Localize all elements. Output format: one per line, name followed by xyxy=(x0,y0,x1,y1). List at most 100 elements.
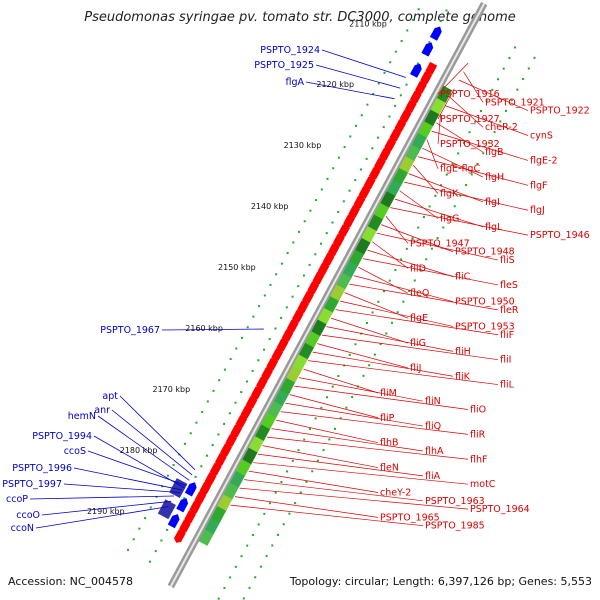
kbp-label: 2160 kbp xyxy=(185,324,223,333)
track-dot xyxy=(155,495,158,498)
track-dot xyxy=(154,550,157,553)
track-dot xyxy=(508,57,511,60)
red-leader xyxy=(308,360,499,385)
track-dot xyxy=(251,534,254,537)
map-title: Pseudomonas syringae pv. tomato str. DC3… xyxy=(84,10,516,25)
label-leaders xyxy=(29,49,529,529)
track-dot xyxy=(183,497,186,500)
red-leader xyxy=(312,351,454,377)
track-dot xyxy=(359,168,362,171)
gene-block xyxy=(392,167,409,185)
track-dot xyxy=(229,358,232,361)
track-dot xyxy=(149,506,152,509)
track-dot xyxy=(337,156,340,159)
gene-label-red: PSPTO_1916 xyxy=(440,89,500,100)
track-dot xyxy=(274,491,277,494)
red-leader xyxy=(422,147,484,178)
track-dot xyxy=(248,586,251,589)
track-dot xyxy=(268,338,271,341)
track-dot xyxy=(201,411,204,414)
gene-label-red: fliI xyxy=(500,355,511,366)
track-dot xyxy=(274,327,277,330)
gene-label-red: PSPTO_1965 xyxy=(380,512,440,523)
track-dot xyxy=(348,189,351,192)
gene-block xyxy=(311,318,327,336)
gene-label-red: fliH xyxy=(455,346,471,357)
track-dot xyxy=(280,262,283,265)
track-dot xyxy=(499,120,502,123)
gene-label-red: fliO xyxy=(470,404,486,415)
track-dot xyxy=(316,459,319,462)
gene-label-blue: flgA xyxy=(285,77,304,88)
red-leader xyxy=(244,479,424,502)
track-dot xyxy=(365,322,368,325)
gene-label-red: flhF xyxy=(470,454,487,465)
forward-gene-arrow xyxy=(429,26,442,41)
track-dot xyxy=(479,110,482,113)
red-leader xyxy=(431,130,529,161)
track-dot xyxy=(342,200,345,203)
gene-label-red: flhA xyxy=(425,446,444,457)
gene-label-red: fleS xyxy=(500,280,518,291)
red-leader xyxy=(335,309,499,336)
track-dot xyxy=(399,94,402,97)
cco-block xyxy=(157,499,176,520)
gene-block xyxy=(405,143,421,162)
track-dot xyxy=(308,263,311,266)
red-leader xyxy=(262,445,379,468)
track-dot xyxy=(382,126,385,129)
red-leader xyxy=(271,428,424,452)
track-dot xyxy=(343,146,346,149)
red-leader xyxy=(435,122,484,153)
track-dot xyxy=(462,141,465,144)
track-dot xyxy=(240,555,243,558)
track-dot xyxy=(285,306,288,309)
gene-label-red: PSPTO_1964 xyxy=(470,504,530,515)
track-dot xyxy=(303,438,306,441)
track-dot xyxy=(402,300,405,303)
track-dot xyxy=(445,9,448,12)
track-dot xyxy=(251,369,254,372)
track-dot xyxy=(448,215,451,218)
gene-label-red: PSPTO_1932 xyxy=(440,139,500,150)
gene-label-red: fleN xyxy=(380,463,399,474)
track-dot xyxy=(445,173,448,176)
gene-label-red: fliJ xyxy=(410,363,421,374)
gene-label-red: fliQ xyxy=(425,421,441,432)
track-dot xyxy=(514,46,517,49)
topology-text: Topology: circular; Length: 6,397,126 bp… xyxy=(289,575,592,588)
blue-leader xyxy=(315,64,401,89)
track-dot xyxy=(371,147,374,150)
track-dot xyxy=(385,332,388,335)
red-leader xyxy=(349,283,499,311)
track-dot xyxy=(291,459,294,462)
track-dot xyxy=(326,396,329,399)
gene-block xyxy=(411,132,428,150)
track-dot xyxy=(294,502,297,505)
track-dot xyxy=(470,173,473,176)
gene-label-red: cheY-2 xyxy=(380,487,411,498)
gene-block xyxy=(424,108,440,127)
track-dot xyxy=(355,124,358,127)
track-dot xyxy=(405,247,408,250)
gene-block xyxy=(298,342,315,360)
track-dot xyxy=(334,427,337,430)
gene-label-blue: apt xyxy=(102,391,118,402)
gene-label-red: fliC xyxy=(455,272,471,283)
red-leader xyxy=(317,343,409,369)
gene-block xyxy=(418,120,434,138)
gene-label-red: fliD xyxy=(410,263,426,274)
gene-block xyxy=(361,225,378,243)
forward-gene-arrow xyxy=(410,63,422,78)
gene-block xyxy=(386,178,403,197)
track-dot xyxy=(505,109,508,112)
blue-leader xyxy=(111,409,193,476)
track-dot xyxy=(240,391,243,394)
gene-label-red: flgH xyxy=(485,172,504,183)
gene-block xyxy=(198,528,215,546)
red-leader xyxy=(340,300,454,327)
track-dot xyxy=(406,29,409,32)
gene-block xyxy=(342,260,359,278)
track-dot xyxy=(422,216,425,219)
red-leader xyxy=(463,71,484,103)
